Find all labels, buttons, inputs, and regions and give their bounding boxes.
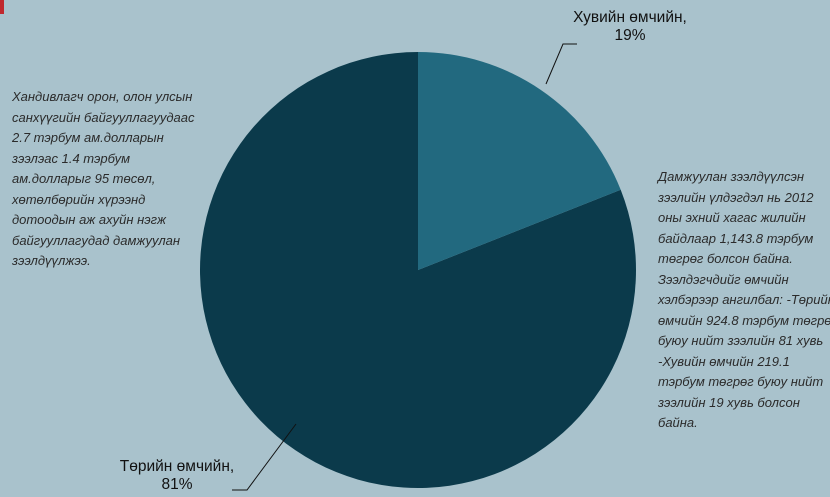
leader-line (545, 43, 577, 85)
annotation: Дамжуулан зээлдүүлсэн зээлийн үлдэгдэл н… (658, 169, 830, 430)
annotation: Хандивлагч орон, олон улсын санхүүгийн б… (12, 89, 195, 268)
pie-slice (418, 52, 621, 270)
slice-label: Хувийн өмчийн, 19% (573, 9, 687, 44)
corner-mark (0, 0, 4, 14)
leader-line (232, 423, 297, 491)
slice-label: Төрийн өмчийн, 81% (119, 458, 235, 493)
